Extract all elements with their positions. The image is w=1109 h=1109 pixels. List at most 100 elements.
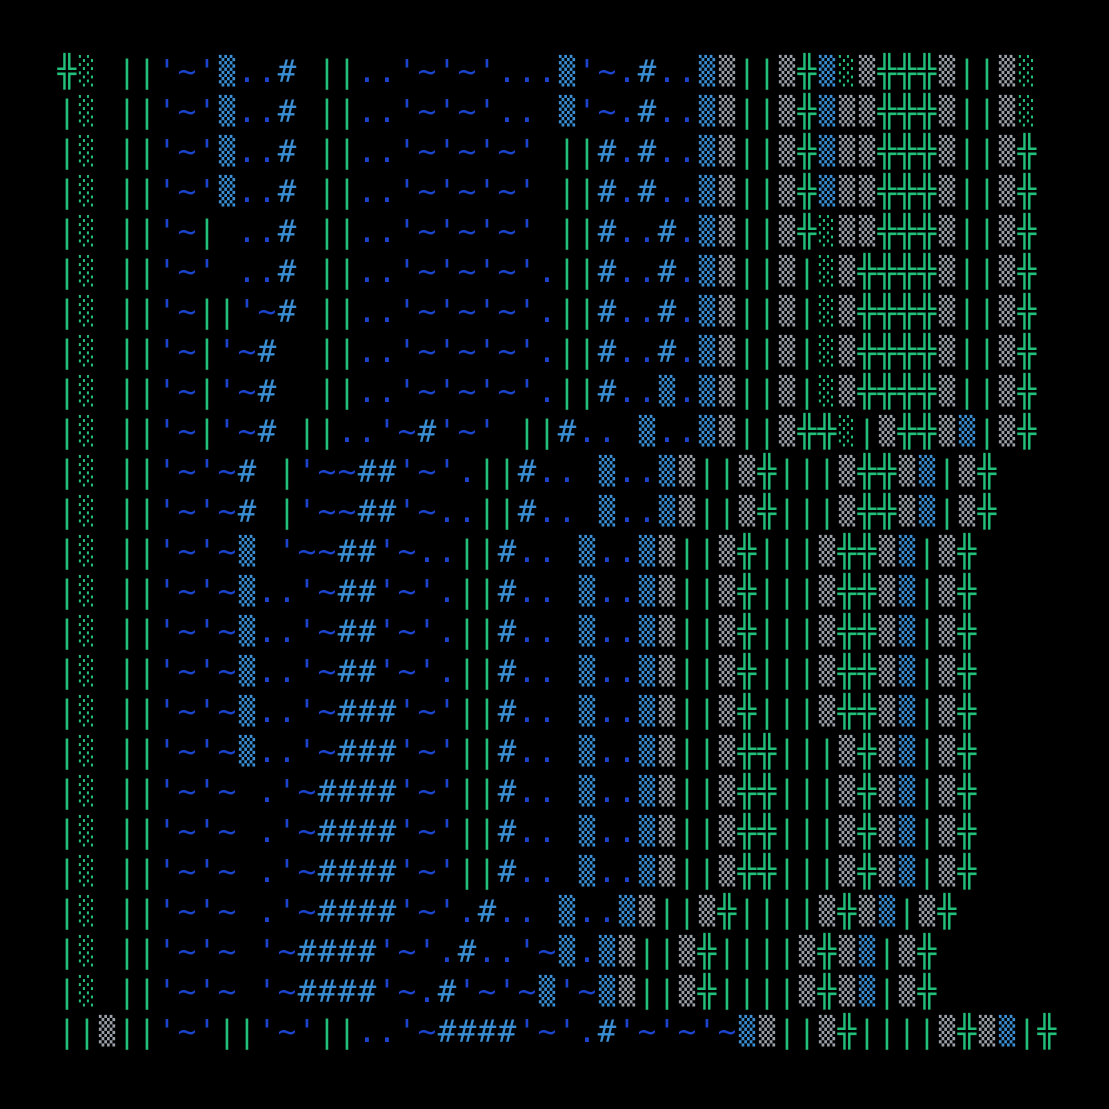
grid-cell: ░: [818, 256, 836, 287]
grid-cell: .: [257, 614, 277, 650]
grid-cell: #: [377, 814, 397, 850]
grid-cell: ': [197, 854, 217, 890]
grid-cell: ▒: [938, 136, 956, 167]
grid-cell: ~: [177, 854, 197, 890]
grid-cell: .: [657, 134, 677, 170]
grid-cell: |: [797, 294, 817, 330]
grid-cell: [977, 932, 997, 972]
grid-cell: ': [437, 294, 457, 330]
grid-cell: |: [757, 214, 777, 250]
grid-cell: ': [397, 694, 417, 730]
grid-cell: .: [677, 334, 697, 370]
grid-cell: ░: [78, 936, 96, 967]
grid-cell: ▒: [778, 296, 796, 327]
grid-cell: |: [757, 414, 777, 450]
grid-cell: ▒: [698, 896, 716, 927]
grid-cell: [557, 852, 577, 892]
grid-cell: ░: [78, 376, 96, 407]
grid-cell: ╬: [897, 254, 917, 290]
grid-cell: ~: [237, 374, 257, 410]
grid-cell: |: [137, 974, 157, 1010]
grid-cell: ▒: [718, 256, 736, 287]
grid-cell: |: [777, 974, 797, 1010]
grid-cell: |: [317, 414, 337, 450]
grid-cell: .: [357, 54, 377, 90]
grid-cell: |: [697, 694, 717, 730]
grid-cell: |: [757, 574, 777, 610]
grid-cell: ▒: [858, 936, 876, 967]
grid-cell: .: [517, 814, 537, 850]
grid-cell: |: [737, 134, 757, 170]
grid-cell: .: [497, 934, 517, 970]
grid-cell: [977, 732, 997, 772]
grid-cell: ╬: [717, 894, 737, 930]
grid-cell: [1017, 972, 1037, 1012]
grid-cell: .: [537, 534, 557, 570]
grid-cell: ╬: [917, 254, 937, 290]
grid-cell: |: [917, 1014, 937, 1050]
grid-cell: .: [377, 254, 397, 290]
grid-cell: [997, 532, 1017, 572]
grid-cell: |: [57, 414, 77, 450]
grid-cell: ▒: [978, 1016, 996, 1047]
grid-cell: ▒: [878, 736, 896, 767]
grid-cell: [217, 252, 237, 292]
grid-cell: ~: [217, 574, 237, 610]
grid-cell: ': [377, 654, 397, 690]
grid-cell: .: [377, 174, 397, 210]
grid-cell: .: [517, 774, 537, 810]
grid-cell: |: [217, 1014, 237, 1050]
grid-cell: ': [397, 94, 417, 130]
grid-cell: ▒: [818, 56, 836, 87]
grid-cell: .: [597, 614, 617, 650]
grid-cell: |: [317, 294, 337, 330]
grid-cell: |: [337, 254, 357, 290]
grid-cell: #: [317, 854, 337, 890]
grid-cell: .: [357, 294, 377, 330]
grid-cell: |: [137, 1014, 157, 1050]
grid-cell: |: [117, 734, 137, 770]
grid-cell: |: [677, 534, 697, 570]
grid-cell: |: [57, 134, 77, 170]
grid-cell: [1037, 572, 1057, 612]
grid-cell: ░: [838, 56, 856, 87]
grid-cell: |: [1017, 1014, 1037, 1050]
grid-cell: ~: [177, 294, 197, 330]
grid-cell: .: [377, 214, 397, 250]
grid-cell: |: [857, 414, 877, 450]
grid-cell: |: [897, 1014, 917, 1050]
grid-cell: .: [377, 334, 397, 370]
grid-cell: .: [357, 94, 377, 130]
grid-cell: #: [357, 934, 377, 970]
grid-cell: ': [217, 334, 237, 370]
grid-cell: |: [317, 214, 337, 250]
grid-cell: ▒: [938, 736, 956, 767]
grid-cell: ▒: [658, 736, 676, 767]
grid-cell: [997, 812, 1017, 852]
grid-cell: ': [297, 454, 317, 490]
grid-cell: [1017, 572, 1037, 612]
grid-cell: [997, 492, 1017, 532]
grid-cell: ': [197, 694, 217, 730]
grid-cell: |: [637, 934, 657, 970]
grid-cell: |: [817, 854, 837, 890]
grid-cell: ': [437, 134, 457, 170]
grid-cell: |: [557, 174, 577, 210]
grid-cell: [537, 92, 557, 132]
grid-cell: ▒: [938, 376, 956, 407]
grid-cell: #: [277, 94, 297, 130]
grid-cell: ╬: [917, 934, 937, 970]
grid-cell: ': [437, 374, 457, 410]
grid-cell: .: [357, 414, 377, 450]
grid-cell: [1017, 772, 1037, 812]
grid-cell: |: [757, 894, 777, 930]
grid-cell: ': [157, 774, 177, 810]
grid-cell: ░: [78, 736, 96, 767]
grid-cell: ~: [297, 534, 317, 570]
grid-cell: |: [717, 454, 737, 490]
grid-cell: [297, 52, 317, 92]
grid-cell: ': [197, 134, 217, 170]
grid-cell: ~: [397, 934, 417, 970]
grid-cell: ': [657, 1014, 677, 1050]
grid-cell: .: [617, 134, 637, 170]
